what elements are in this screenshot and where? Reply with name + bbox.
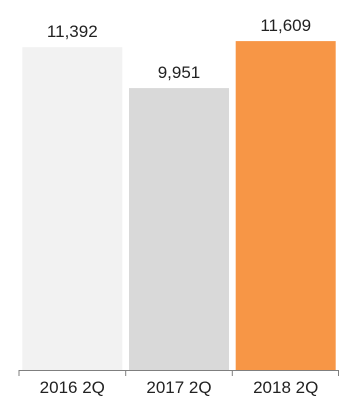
value-label-2017-2q: 9,951 xyxy=(158,63,201,82)
x-tick-label-2016-2q: 2016 2Q xyxy=(40,378,105,397)
bar-2016-2q xyxy=(22,47,123,370)
x-tick-label-2017-2q: 2017 2Q xyxy=(146,378,211,397)
bars-group xyxy=(22,41,336,370)
value-label-2018-2q: 11,609 xyxy=(260,16,311,35)
value-labels-group: 11,392 9,951 11,609 xyxy=(47,16,311,82)
bar-2018-2q xyxy=(235,41,336,370)
x-tick-label-2018-2q: 2018 2Q xyxy=(253,378,318,397)
value-label-2016-2q: 11,392 xyxy=(47,22,98,41)
x-axis-tick-labels-group: 2016 2Q 2017 2Q 2018 2Q xyxy=(40,378,319,397)
bar-2017-2q xyxy=(129,88,229,370)
